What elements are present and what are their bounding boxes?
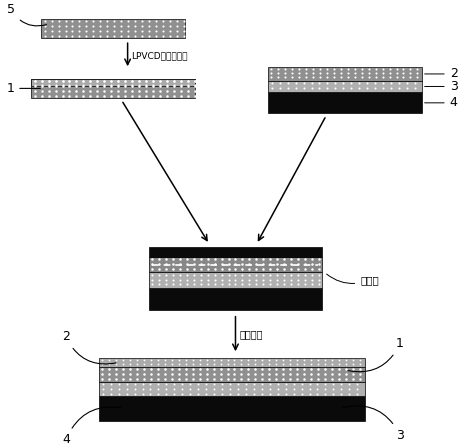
Bar <box>31 79 195 86</box>
Bar <box>267 92 421 113</box>
Text: 3: 3 <box>424 80 457 93</box>
Text: 3: 3 <box>342 406 403 442</box>
Text: 键合体: 键合体 <box>326 274 378 285</box>
Bar <box>31 79 195 98</box>
Text: 2: 2 <box>62 330 116 364</box>
Text: 5: 5 <box>7 3 46 26</box>
Bar <box>99 367 364 382</box>
Bar <box>267 67 421 81</box>
Text: LPVCD沉积氮化硅: LPVCD沉积氮化硅 <box>131 51 188 60</box>
Bar <box>148 273 322 288</box>
Text: 1: 1 <box>6 82 40 95</box>
Bar <box>148 247 322 257</box>
Text: 2: 2 <box>424 67 457 80</box>
Bar <box>148 257 322 273</box>
Bar <box>99 358 364 367</box>
Text: 4: 4 <box>62 407 121 446</box>
Text: 退火分离: 退火分离 <box>239 329 263 339</box>
Text: 1: 1 <box>347 337 403 372</box>
Bar <box>267 81 421 92</box>
Text: 4: 4 <box>424 96 457 109</box>
Bar <box>99 382 364 396</box>
Bar <box>99 396 364 421</box>
Bar <box>148 288 322 310</box>
Bar <box>41 19 185 38</box>
